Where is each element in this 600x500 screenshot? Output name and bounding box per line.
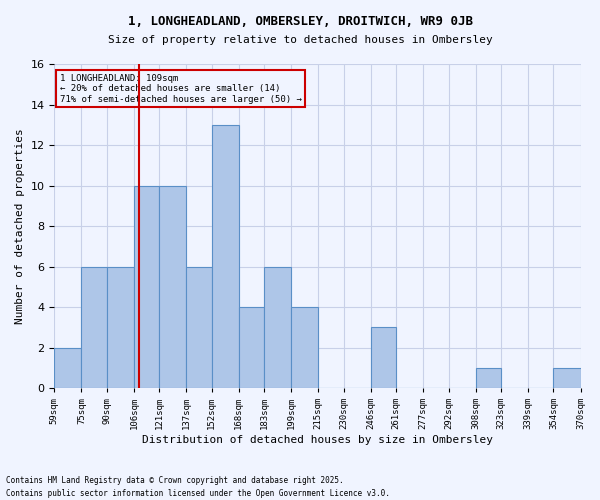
Text: 1, LONGHEADLAND, OMBERSLEY, DROITWICH, WR9 0JB: 1, LONGHEADLAND, OMBERSLEY, DROITWICH, W… xyxy=(128,15,473,28)
Bar xyxy=(476,368,501,388)
Text: Contains HM Land Registry data © Crown copyright and database right 2025.: Contains HM Land Registry data © Crown c… xyxy=(6,476,344,485)
Bar xyxy=(82,266,107,388)
Bar xyxy=(187,266,212,388)
Text: Size of property relative to detached houses in Ombersley: Size of property relative to detached ho… xyxy=(107,35,493,45)
Bar xyxy=(212,125,239,388)
Bar xyxy=(55,348,82,388)
Y-axis label: Number of detached properties: Number of detached properties xyxy=(15,128,25,324)
Bar xyxy=(239,307,264,388)
Bar xyxy=(159,186,187,388)
Bar xyxy=(553,368,581,388)
Bar xyxy=(134,186,159,388)
Text: 1 LONGHEADLAND: 109sqm
← 20% of detached houses are smaller (14)
71% of semi-det: 1 LONGHEADLAND: 109sqm ← 20% of detached… xyxy=(59,74,302,104)
Bar xyxy=(107,266,134,388)
Bar xyxy=(291,307,318,388)
X-axis label: Distribution of detached houses by size in Ombersley: Distribution of detached houses by size … xyxy=(142,435,493,445)
Text: Contains public sector information licensed under the Open Government Licence v3: Contains public sector information licen… xyxy=(6,488,390,498)
Bar xyxy=(264,266,291,388)
Bar xyxy=(371,328,396,388)
